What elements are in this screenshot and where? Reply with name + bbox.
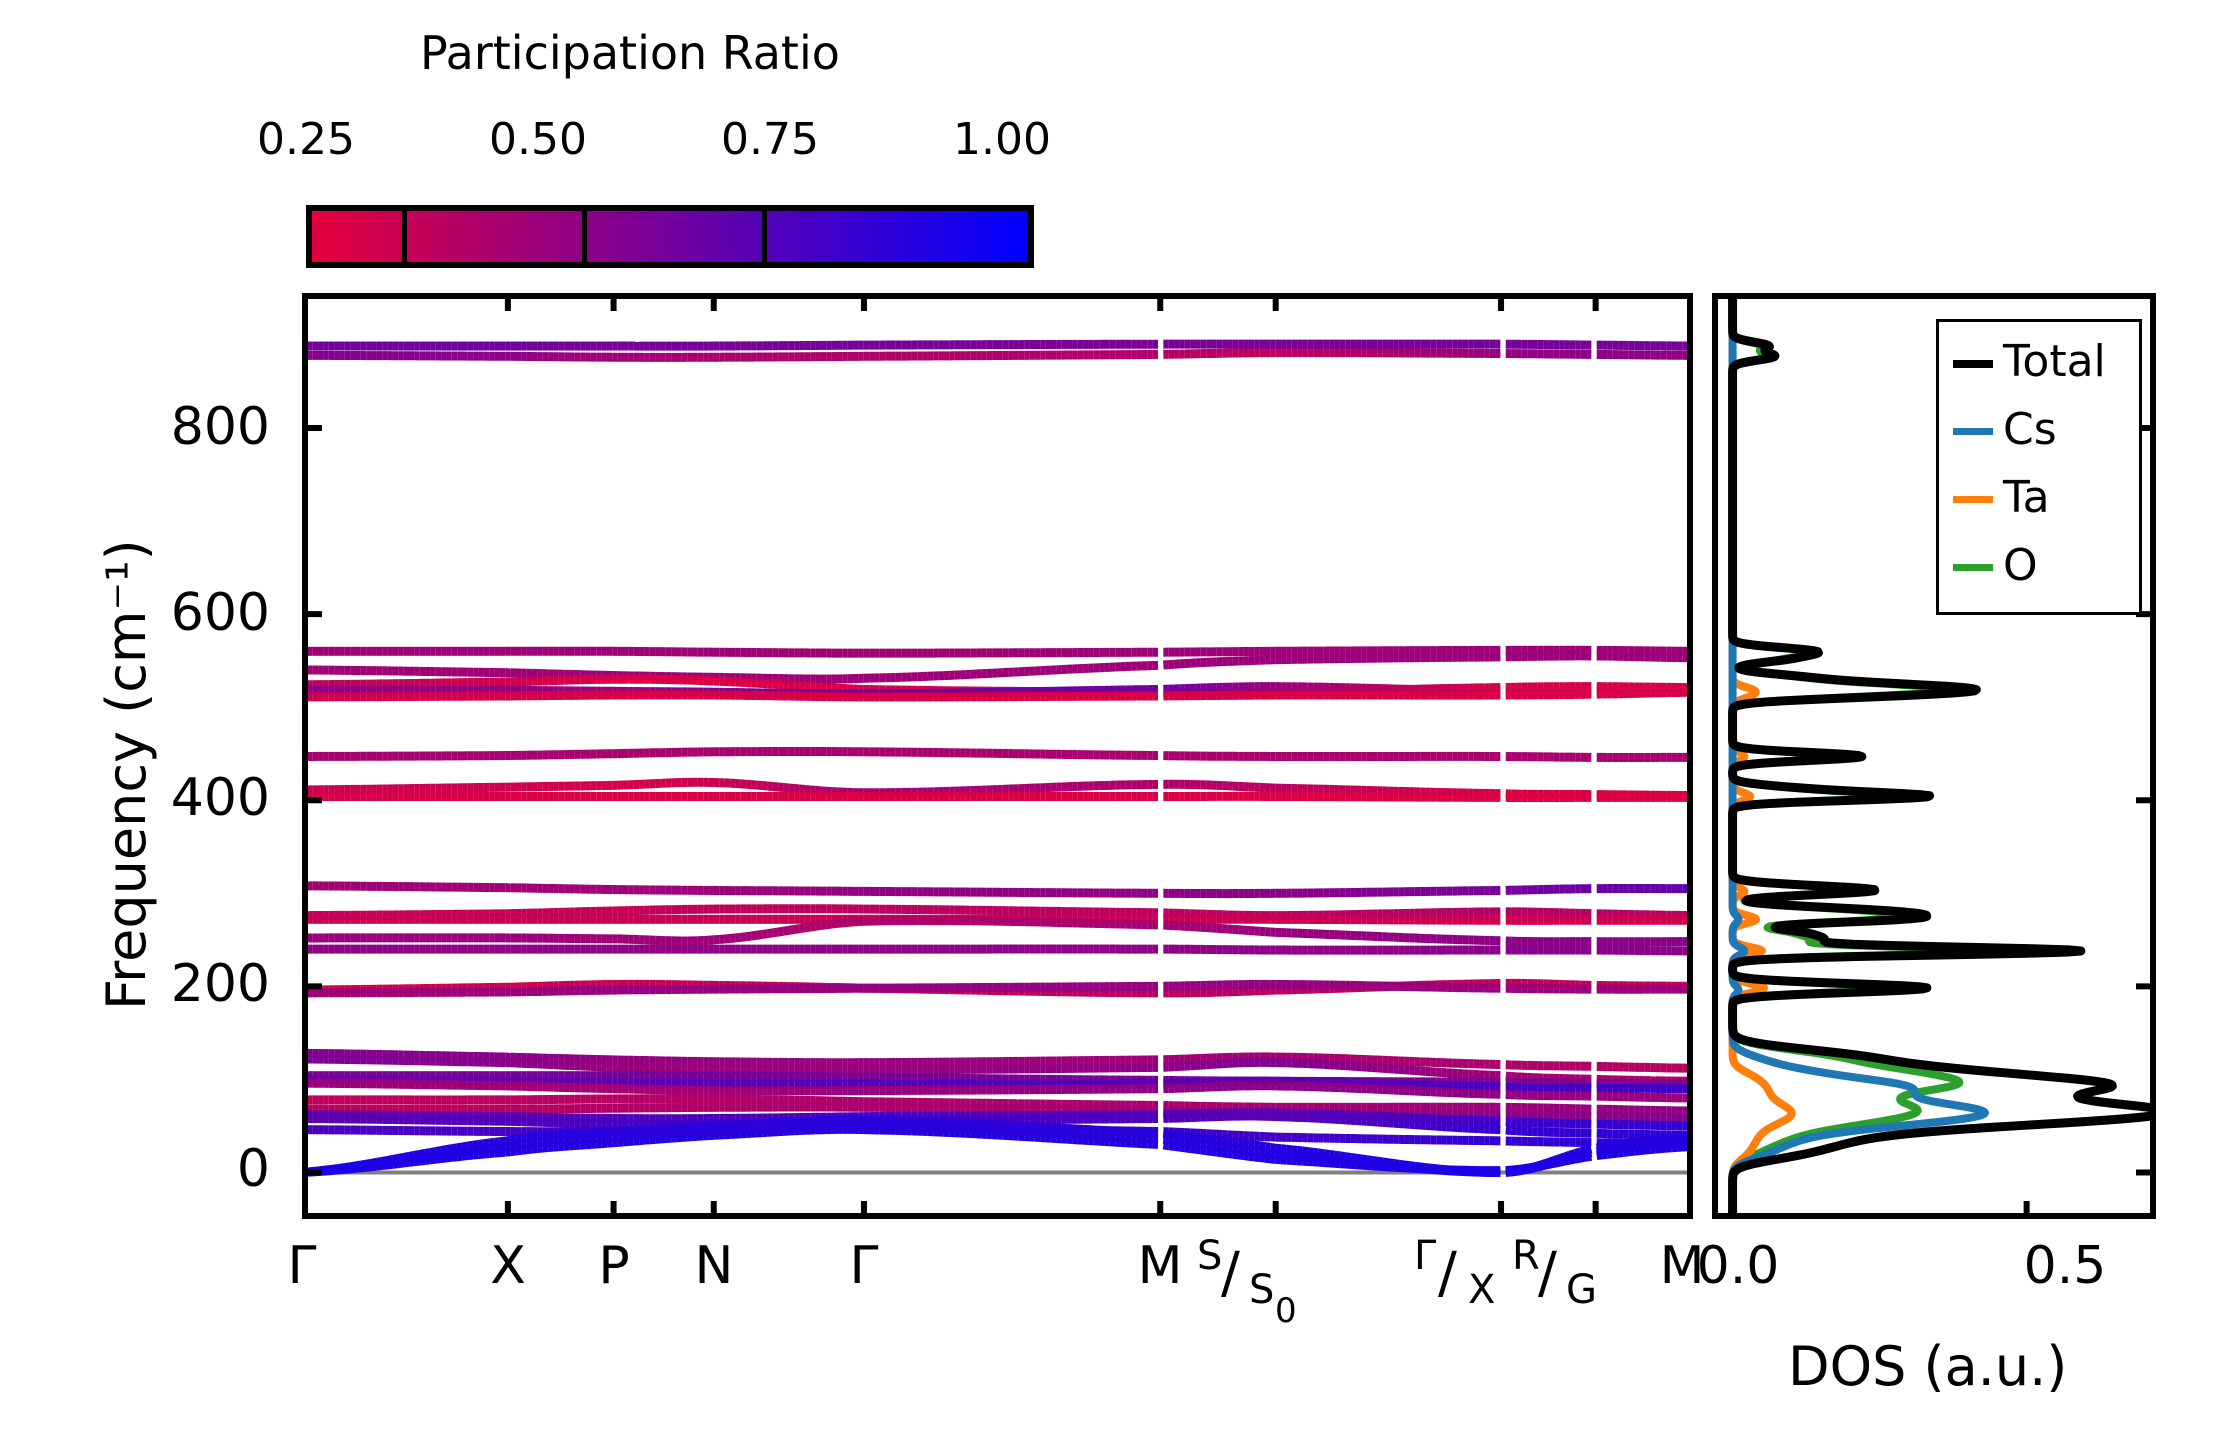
band-curve xyxy=(302,1054,1693,1086)
legend-entry-ta[interactable]: Ta xyxy=(1939,466,2139,532)
legend-swatch-cs xyxy=(1953,428,1993,435)
band-curve xyxy=(302,1094,1693,1116)
band-curve xyxy=(302,746,1693,762)
xtick-r-over-g: R / G xyxy=(1504,1236,1644,1346)
xtick-x-denominator: X xyxy=(1468,1267,1496,1313)
ytick-label-800: 800 xyxy=(170,397,270,457)
dos-xtick-1: 0.5 xyxy=(2023,1236,2107,1296)
ytick-label-600: 600 xyxy=(170,583,270,643)
dos-axis-label: DOS (a.u.) xyxy=(1788,1335,2068,1398)
dos-panel[interactable]: Total Cs Ta O xyxy=(1712,293,2156,1219)
ytick-label-400: 400 xyxy=(170,768,270,828)
band-curve xyxy=(302,651,1693,684)
colorbar-tickmark-2 xyxy=(761,211,767,262)
band-curve xyxy=(302,1074,1693,1094)
legend-swatch-o xyxy=(1953,564,1993,571)
xtick-gamma-2: Γ xyxy=(849,1236,879,1296)
band-curve xyxy=(302,979,1693,998)
xtick-gamma-over-x: Γ / X xyxy=(1406,1236,1546,1346)
ytick-label-200: 200 xyxy=(170,954,270,1014)
band-curve xyxy=(302,1048,1693,1073)
ytick-label-0: 0 xyxy=(236,1139,270,1199)
band-structure-panel[interactable] xyxy=(302,293,1693,1219)
xtick-gamma-1: Γ xyxy=(287,1236,317,1296)
xtick-g-denominator: G xyxy=(1566,1267,1597,1313)
colorbar-tick-2: 0.75 xyxy=(721,114,819,165)
band-curve xyxy=(302,645,1693,658)
band-structure-plot[interactable] xyxy=(302,293,1693,1219)
xtick-slash-3: / xyxy=(1538,1241,1557,1306)
colorbar-tickmark-0 xyxy=(401,211,407,262)
band-curve xyxy=(302,904,1693,921)
dos-curve-total xyxy=(1728,293,2156,1219)
band-curve xyxy=(302,687,1693,702)
colorbar-tickmark-1 xyxy=(581,211,587,262)
band-curve xyxy=(302,791,1693,802)
legend-entry-cs[interactable]: Cs xyxy=(1939,398,2139,464)
xtick-gamma-numerator: Γ xyxy=(1414,1233,1437,1279)
legend-label-ta: Ta xyxy=(2003,472,2050,523)
colorbar-tick-0: 0.25 xyxy=(257,114,355,165)
frequency-tick-labels: 0 200 400 600 800 xyxy=(0,0,300,1455)
xtick-s-over-s0: S / S 0 xyxy=(1187,1236,1327,1346)
dos-xtick-0: 0.0 xyxy=(1696,1236,1780,1296)
legend-swatch-ta xyxy=(1953,496,1993,503)
xtick-x: X xyxy=(490,1236,526,1296)
xtick-s0-subscript: 0 xyxy=(1275,1291,1297,1331)
legend-swatch-total xyxy=(1953,360,1993,368)
xtick-m-2: M xyxy=(1659,1236,1705,1296)
xtick-m-1: M xyxy=(1137,1236,1183,1296)
band-curve xyxy=(302,881,1693,899)
dos-legend[interactable]: Total Cs Ta O xyxy=(1936,319,2142,615)
xtick-p: P xyxy=(598,1236,630,1296)
legend-entry-total[interactable]: Total xyxy=(1939,330,2139,396)
colorbar-ticklabels: 0.25 0.50 0.75 1.00 xyxy=(257,114,1051,174)
participation-ratio-colorbar[interactable] xyxy=(306,205,1034,268)
legend-label-total: Total xyxy=(2003,336,2106,387)
kpath-tick-labels: Γ X P N Γ M S / S 0 Γ / X R / G M xyxy=(288,1236,1705,1360)
colorbar-title: Participation Ratio xyxy=(420,26,840,80)
band-curve xyxy=(302,348,1693,362)
band-curve xyxy=(302,339,1693,351)
band-curve xyxy=(302,944,1693,956)
xtick-slash-2: / xyxy=(1438,1241,1457,1306)
xtick-r-numerator: R xyxy=(1512,1233,1540,1279)
legend-label-cs: Cs xyxy=(2003,404,2057,455)
xtick-s-numerator: S xyxy=(1197,1233,1223,1279)
colorbar-tick-1: 0.50 xyxy=(489,114,587,165)
legend-entry-o[interactable]: O xyxy=(1939,534,2139,600)
dos-curve-ta xyxy=(1728,293,1796,1219)
colorbar-gradient xyxy=(312,211,1028,262)
xtick-slash-1: / xyxy=(1221,1241,1240,1306)
xtick-s0-denominator: S xyxy=(1249,1267,1275,1313)
band-curve xyxy=(302,915,1693,947)
colorbar-tick-3: 1.00 xyxy=(953,114,1051,165)
band-curve xyxy=(302,1115,1693,1177)
legend-label-o: O xyxy=(2003,540,2038,591)
xtick-n: N xyxy=(694,1236,734,1296)
